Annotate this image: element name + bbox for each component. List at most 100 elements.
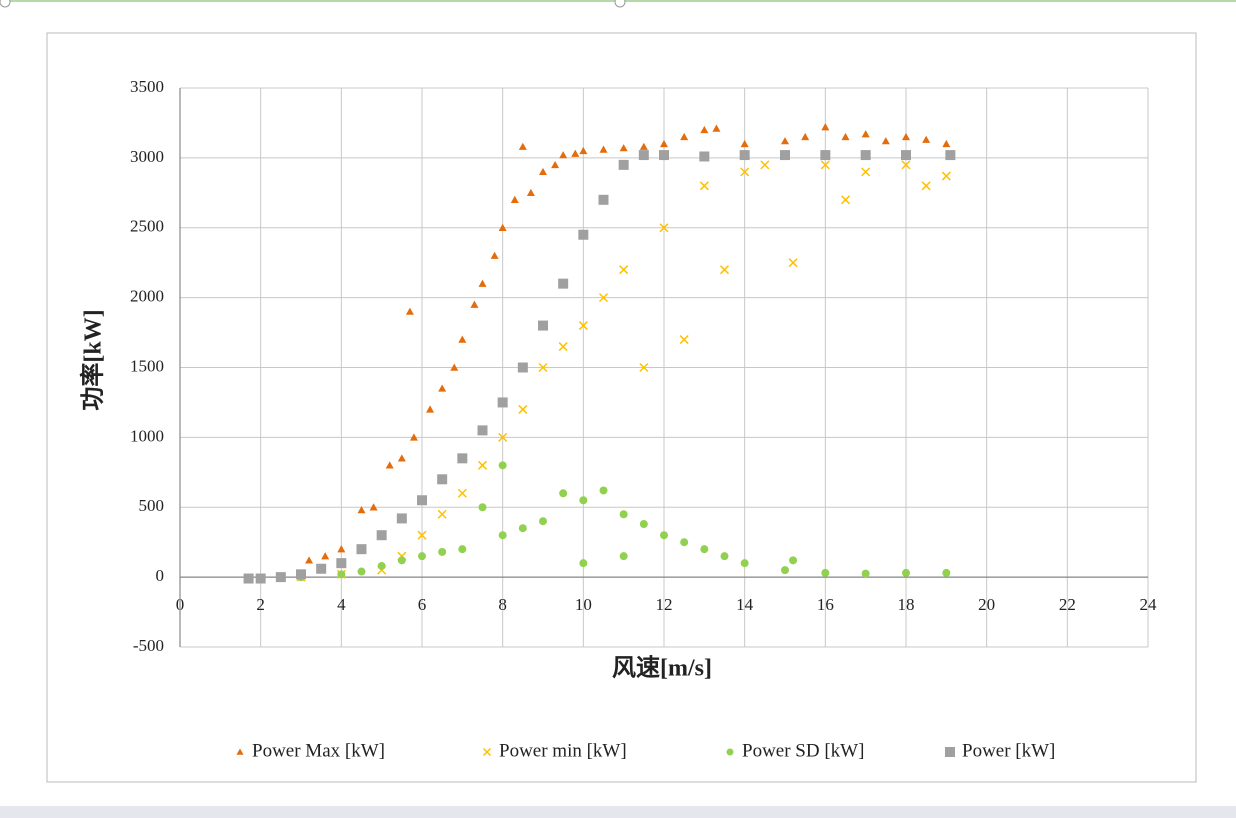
x-tick-label: 14: [736, 595, 754, 614]
y-tick-label: -500: [133, 636, 164, 655]
point: [396, 513, 407, 524]
point: [619, 265, 629, 275]
point: [680, 132, 689, 141]
x-tick-label: 8: [498, 595, 507, 614]
point: [700, 125, 709, 134]
x-axis-title: 风速[m/s]: [612, 655, 712, 682]
point: [579, 559, 588, 568]
point: [417, 495, 427, 506]
point: [470, 300, 479, 308]
point: [296, 569, 306, 580]
point: [321, 552, 330, 560]
point: [571, 149, 580, 157]
point: [526, 188, 535, 197]
point: [409, 433, 418, 441]
point: [639, 142, 648, 150]
point: [376, 530, 387, 541]
point: [578, 229, 589, 240]
point: [638, 150, 649, 161]
y-tick-label: 3000: [130, 147, 164, 166]
point: [438, 547, 447, 556]
point: [305, 556, 314, 564]
point: [478, 503, 487, 512]
point: [579, 496, 588, 505]
point: [639, 520, 648, 529]
y-tick-label: 1500: [130, 356, 164, 375]
point: [551, 160, 560, 169]
point: [740, 559, 749, 568]
point: [275, 572, 286, 583]
legend-label: Power Max [kW]: [252, 740, 385, 761]
point: [821, 123, 830, 131]
point: [820, 150, 831, 161]
point: [498, 223, 507, 231]
point: [598, 194, 609, 205]
point: [660, 139, 668, 148]
point: [760, 160, 770, 170]
point: [458, 545, 467, 554]
point: [700, 545, 709, 554]
point: [660, 531, 668, 540]
point: [820, 160, 830, 170]
point: [539, 517, 547, 526]
point: [385, 461, 394, 469]
point: [243, 573, 254, 584]
point: [781, 566, 789, 575]
point: [559, 489, 568, 498]
point: [618, 159, 629, 170]
point: [942, 139, 951, 148]
point: [377, 561, 386, 570]
y-tick-label: 2000: [130, 287, 164, 306]
point: [942, 568, 951, 577]
y-axis-title: 功率[kW]: [79, 309, 107, 410]
point: [780, 150, 790, 161]
x-tick-label: 4: [337, 595, 346, 614]
point: [477, 425, 488, 436]
x-tick-label: 24: [1140, 595, 1158, 614]
point: [881, 137, 890, 145]
point: [405, 307, 414, 315]
point: [517, 362, 528, 373]
point: [720, 552, 729, 561]
point: [337, 545, 346, 553]
point: [497, 397, 508, 408]
point: [356, 544, 367, 555]
point: [518, 524, 527, 533]
point: [659, 223, 669, 233]
handle: [0, 0, 11, 8]
point: [801, 132, 810, 141]
y-tick-label: 500: [139, 496, 165, 515]
point: [397, 556, 406, 565]
point: [659, 150, 669, 161]
point: [619, 144, 628, 152]
point: [901, 150, 911, 161]
point: [740, 167, 750, 177]
point: [679, 335, 689, 345]
point: [478, 279, 487, 287]
point: [539, 167, 547, 176]
point: [316, 563, 327, 574]
point: [781, 137, 789, 145]
point: [941, 171, 951, 181]
point: [418, 552, 426, 561]
point: [336, 558, 347, 569]
legend-label: Power SD [kW]: [742, 740, 864, 761]
point: [457, 453, 468, 464]
x-tick-label: 20: [978, 595, 995, 614]
y-tick-label: 0: [156, 566, 165, 585]
point: [559, 151, 568, 159]
point: [619, 552, 628, 561]
x-tick-label: 22: [1059, 595, 1076, 614]
point: [789, 556, 798, 565]
x-tick-label: 6: [418, 595, 427, 614]
point: [357, 506, 366, 514]
point: [719, 265, 730, 275]
point: [840, 195, 851, 205]
point: [740, 139, 749, 148]
x-tick-label: 2: [256, 595, 265, 614]
legend-label: Power [kW]: [962, 740, 1055, 761]
point: [417, 530, 427, 540]
point: [788, 258, 798, 268]
point: [437, 474, 448, 485]
